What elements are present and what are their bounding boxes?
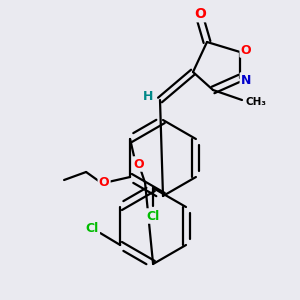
Text: O: O: [194, 7, 206, 21]
Text: Cl: Cl: [146, 209, 160, 223]
Text: CH₃: CH₃: [245, 97, 266, 107]
Text: O: O: [241, 44, 251, 56]
Text: Cl: Cl: [85, 223, 99, 236]
Text: O: O: [134, 158, 144, 170]
Text: O: O: [99, 176, 110, 188]
Text: N: N: [241, 74, 251, 86]
Text: H: H: [143, 89, 153, 103]
